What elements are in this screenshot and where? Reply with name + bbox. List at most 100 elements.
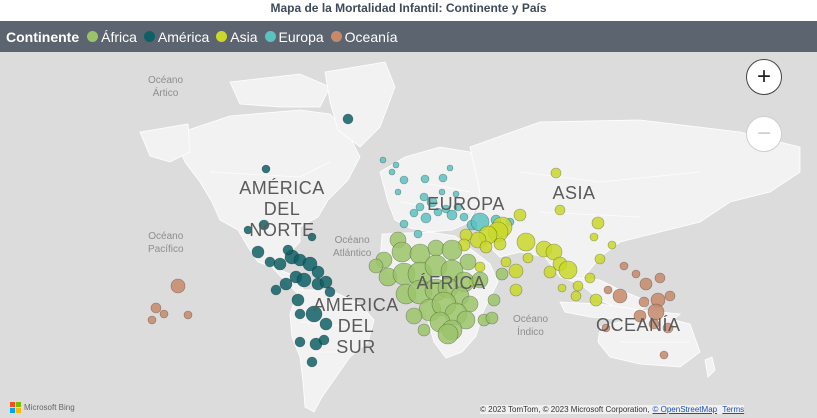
bubble-europa[interactable] <box>420 212 432 224</box>
zoom-out-button[interactable]: − <box>746 116 782 152</box>
bubble-europa[interactable] <box>419 192 429 202</box>
bubble-oceania[interactable] <box>631 269 641 279</box>
bubble-europa[interactable] <box>394 188 402 196</box>
bubble-oceania[interactable] <box>612 288 628 304</box>
bubble-asia[interactable] <box>591 216 605 230</box>
bubble-asia[interactable] <box>479 240 493 254</box>
bubble-oceania[interactable] <box>633 309 647 323</box>
bubble-america[interactable] <box>307 232 317 242</box>
bubble-america[interactable] <box>342 113 354 125</box>
bubble-oceania[interactable] <box>603 285 613 295</box>
bubble-oceania[interactable] <box>639 277 653 291</box>
legend-item-europa[interactable]: Europa <box>264 29 324 45</box>
bubble-asia[interactable] <box>589 293 603 307</box>
bubble-america[interactable] <box>302 256 318 272</box>
bubble-asia[interactable] <box>493 237 507 251</box>
bubble-africa[interactable] <box>391 241 413 263</box>
map-canvas[interactable]: Océano Ártico Océano Pacífico Océano Atlánt… <box>0 52 817 418</box>
bubble-oceania[interactable] <box>147 315 157 325</box>
bubble-europa[interactable] <box>392 161 400 169</box>
osm-link[interactable]: © OpenStreetMap <box>652 405 718 414</box>
bubble-africa[interactable] <box>495 267 509 281</box>
bubble-africa[interactable] <box>487 293 501 307</box>
bubble-asia[interactable] <box>558 260 578 280</box>
bubble-europa[interactable] <box>388 168 396 176</box>
bubble-america[interactable] <box>279 277 293 291</box>
bubble-europa[interactable] <box>459 212 469 222</box>
bubble-africa[interactable] <box>485 311 499 325</box>
bubble-america[interactable] <box>291 293 305 307</box>
bubble-america[interactable] <box>294 308 306 320</box>
bubble-europa[interactable] <box>399 175 409 185</box>
bubble-america[interactable] <box>319 275 333 289</box>
bubble-africa[interactable] <box>405 307 423 325</box>
bubble-america[interactable] <box>282 244 294 256</box>
bubble-asia[interactable] <box>607 240 617 250</box>
bubble-europa[interactable] <box>446 164 454 172</box>
bubble-africa[interactable] <box>368 258 384 274</box>
bubble-oceania[interactable] <box>170 278 186 294</box>
bubble-oceania[interactable] <box>638 296 650 308</box>
bubble-asia[interactable] <box>545 243 563 261</box>
bubble-africa[interactable] <box>471 271 489 289</box>
bubble-oceania[interactable] <box>150 302 162 314</box>
bubble-america[interactable] <box>318 334 330 346</box>
bubble-europa[interactable] <box>438 173 448 183</box>
bubble-africa[interactable] <box>417 323 431 337</box>
bubble-america[interactable] <box>305 305 323 323</box>
legend-item-oceania[interactable]: Oceanía <box>330 29 398 45</box>
bubble-oceania[interactable] <box>183 310 193 320</box>
bubble-america[interactable] <box>273 257 287 271</box>
bubble-africa[interactable] <box>427 239 445 257</box>
bubble-africa[interactable] <box>459 253 477 271</box>
bubble-asia[interactable] <box>500 256 512 268</box>
bubble-america[interactable] <box>296 272 312 288</box>
bubble-africa[interactable] <box>437 323 459 345</box>
bubble-oceania[interactable] <box>662 322 674 334</box>
bubble-asia[interactable] <box>550 167 562 179</box>
bubble-europa[interactable] <box>426 196 438 208</box>
bubble-asia[interactable] <box>474 261 486 273</box>
bubble-europa[interactable] <box>415 202 425 212</box>
bubble-asia[interactable] <box>509 283 523 297</box>
bubble-asia[interactable] <box>557 283 567 293</box>
bubble-asia[interactable] <box>570 290 582 302</box>
bubble-europa[interactable] <box>413 229 423 239</box>
bubble-oceania[interactable] <box>659 350 669 360</box>
bubble-europa[interactable] <box>438 188 446 196</box>
bubble-america[interactable] <box>324 286 336 298</box>
bubble-asia[interactable] <box>589 232 599 242</box>
bubble-oceania[interactable] <box>654 272 666 284</box>
bubble-europa[interactable] <box>379 156 387 164</box>
bubble-oceania[interactable] <box>601 323 611 333</box>
bubble-america[interactable] <box>306 356 318 368</box>
bubble-europa[interactable] <box>453 202 463 212</box>
bubble-africa[interactable] <box>441 239 463 261</box>
bubble-europa[interactable] <box>420 174 430 184</box>
bubble-asia[interactable] <box>572 280 584 292</box>
bubble-oceania[interactable] <box>619 261 629 271</box>
bubble-asia[interactable] <box>584 272 596 284</box>
bubble-america[interactable] <box>243 225 253 235</box>
bubble-africa[interactable] <box>456 310 476 330</box>
bubble-europa[interactable] <box>399 219 409 229</box>
bubble-america[interactable] <box>311 265 325 279</box>
bubble-asia[interactable] <box>543 265 557 279</box>
bubble-europa[interactable] <box>452 190 460 198</box>
bubble-oceania[interactable] <box>664 290 676 302</box>
bubble-america[interactable] <box>251 245 265 259</box>
legend-item-africa[interactable]: África <box>87 29 137 45</box>
bubble-america[interactable] <box>319 317 333 331</box>
bubble-asia[interactable] <box>508 263 524 279</box>
bubble-asia[interactable] <box>516 232 536 252</box>
bubble-america[interactable] <box>270 284 282 296</box>
bubble-america[interactable] <box>261 164 271 174</box>
bubble-asia[interactable] <box>513 208 527 222</box>
bubble-asia[interactable] <box>594 253 606 265</box>
bubble-oceania[interactable] <box>159 309 169 319</box>
bubble-europa[interactable] <box>441 204 451 214</box>
bubble-europa[interactable] <box>446 209 458 221</box>
terms-link[interactable]: Terms <box>722 405 745 414</box>
bubble-europa[interactable] <box>409 208 419 218</box>
bubble-europa[interactable] <box>433 207 443 217</box>
